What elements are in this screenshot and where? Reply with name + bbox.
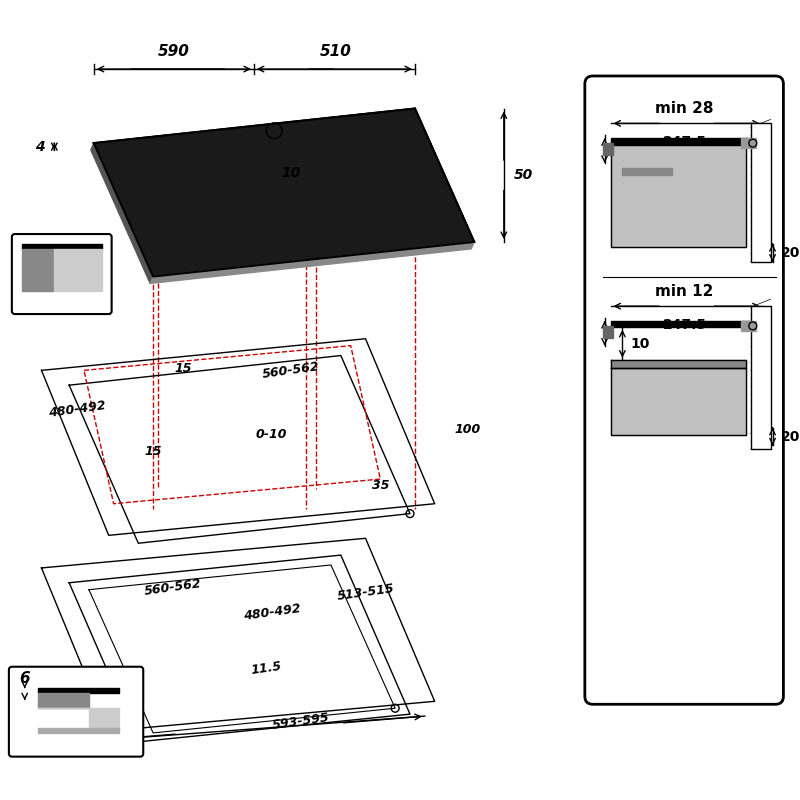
Polygon shape — [38, 694, 89, 708]
Text: 0-10: 0-10 — [256, 428, 287, 441]
Text: 35: 35 — [371, 479, 389, 493]
Polygon shape — [38, 708, 118, 728]
Text: 10: 10 — [282, 166, 301, 180]
Polygon shape — [610, 145, 746, 247]
Polygon shape — [741, 138, 756, 148]
Text: 20: 20 — [781, 430, 800, 443]
Text: min 28: min 28 — [655, 101, 714, 116]
Text: min 12: min 12 — [655, 284, 714, 299]
Polygon shape — [22, 244, 102, 249]
Text: 15: 15 — [144, 445, 162, 458]
Text: 513-515: 513-515 — [336, 582, 395, 603]
Polygon shape — [741, 321, 756, 331]
Polygon shape — [22, 249, 54, 291]
Polygon shape — [91, 143, 153, 283]
Text: 560-562: 560-562 — [143, 578, 202, 598]
Polygon shape — [610, 361, 746, 368]
Text: 247.5: 247.5 — [662, 318, 706, 332]
Polygon shape — [751, 123, 770, 262]
Polygon shape — [610, 138, 751, 144]
Text: 480-492: 480-492 — [242, 602, 301, 623]
Text: 560-562: 560-562 — [262, 360, 321, 381]
Text: 480-492: 480-492 — [47, 399, 106, 420]
Text: 590: 590 — [158, 44, 190, 59]
Polygon shape — [38, 728, 118, 733]
Text: 11.5: 11.5 — [250, 660, 283, 678]
Text: 60: 60 — [660, 372, 679, 386]
Polygon shape — [622, 168, 672, 174]
Text: 100: 100 — [454, 423, 481, 436]
Text: 247.5: 247.5 — [662, 135, 706, 150]
Polygon shape — [54, 249, 102, 291]
Text: 50: 50 — [514, 168, 533, 182]
Polygon shape — [94, 109, 474, 277]
Text: 6: 6 — [19, 671, 30, 686]
Text: 593-595: 593-595 — [272, 710, 331, 731]
FancyBboxPatch shape — [585, 76, 783, 704]
Text: 4: 4 — [35, 140, 45, 154]
Polygon shape — [610, 321, 751, 327]
Text: 20: 20 — [781, 246, 800, 260]
Text: 10: 10 — [630, 337, 650, 350]
Polygon shape — [602, 143, 613, 155]
Polygon shape — [751, 306, 770, 450]
FancyBboxPatch shape — [12, 234, 112, 314]
Polygon shape — [38, 689, 118, 694]
Polygon shape — [150, 242, 474, 283]
Text: 510: 510 — [320, 44, 352, 59]
FancyBboxPatch shape — [9, 666, 143, 757]
Polygon shape — [610, 368, 746, 434]
Polygon shape — [602, 326, 613, 338]
Text: 15: 15 — [174, 362, 191, 375]
